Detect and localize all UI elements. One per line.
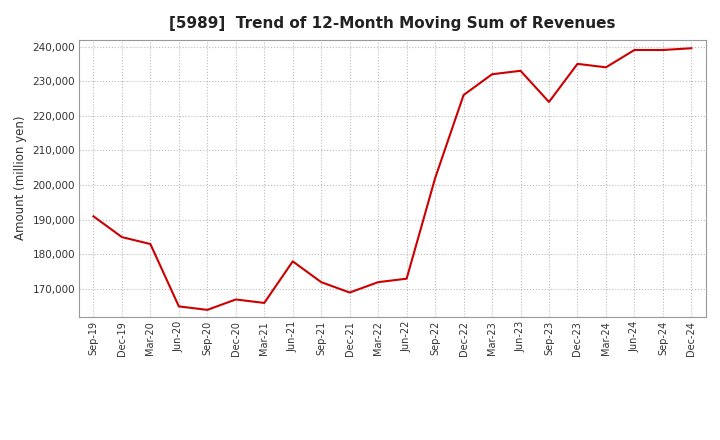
Y-axis label: Amount (million yen): Amount (million yen) — [14, 116, 27, 240]
Title: [5989]  Trend of 12-Month Moving Sum of Revenues: [5989] Trend of 12-Month Moving Sum of R… — [169, 16, 616, 32]
